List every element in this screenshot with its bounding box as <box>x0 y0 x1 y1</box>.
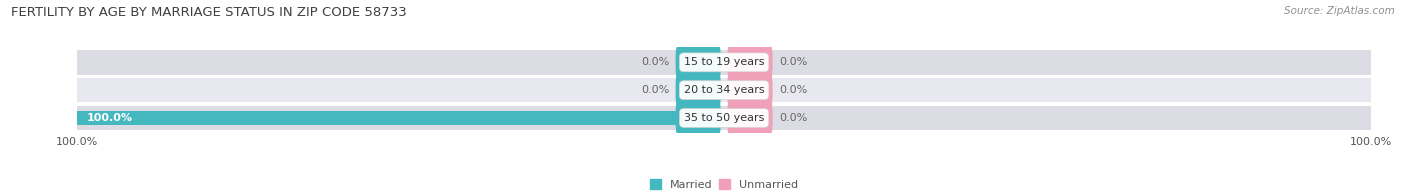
Text: 20 to 34 years: 20 to 34 years <box>683 85 765 95</box>
Bar <box>77 50 1371 75</box>
Text: 0.0%: 0.0% <box>779 57 807 67</box>
FancyBboxPatch shape <box>727 72 773 108</box>
Bar <box>77 111 724 125</box>
FancyBboxPatch shape <box>676 44 721 81</box>
Text: Source: ZipAtlas.com: Source: ZipAtlas.com <box>1284 6 1395 16</box>
Text: 35 to 50 years: 35 to 50 years <box>683 113 765 123</box>
FancyBboxPatch shape <box>676 72 721 108</box>
Text: 0.0%: 0.0% <box>779 85 807 95</box>
Text: 15 to 19 years: 15 to 19 years <box>683 57 765 67</box>
Text: 0.0%: 0.0% <box>641 57 669 67</box>
FancyBboxPatch shape <box>727 44 773 81</box>
Text: FERTILITY BY AGE BY MARRIAGE STATUS IN ZIP CODE 58733: FERTILITY BY AGE BY MARRIAGE STATUS IN Z… <box>11 6 406 19</box>
Text: 100.0%: 100.0% <box>87 113 134 123</box>
Bar <box>77 78 1371 102</box>
Bar <box>77 106 1371 130</box>
Legend: Married, Unmarried: Married, Unmarried <box>650 179 799 190</box>
FancyBboxPatch shape <box>727 100 773 136</box>
FancyBboxPatch shape <box>676 100 721 136</box>
Text: 0.0%: 0.0% <box>641 85 669 95</box>
Text: 0.0%: 0.0% <box>779 113 807 123</box>
